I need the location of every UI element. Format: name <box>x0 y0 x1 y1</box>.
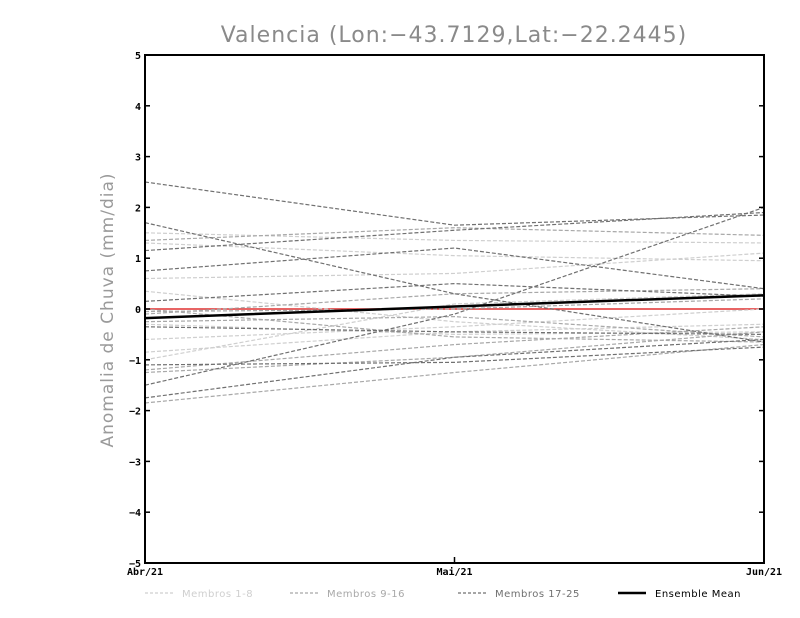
x-tick-label: Abr/21 <box>127 567 163 578</box>
series-layer <box>144 181 765 404</box>
series-line-m20 <box>144 247 765 290</box>
series-line-m04 <box>144 323 765 353</box>
series-line-m18 <box>144 222 765 343</box>
y-tick-label: −5 <box>129 559 141 570</box>
series-line-m11 <box>144 326 765 371</box>
axis-layer: −5 −4 −3 −2 −1 0 1 2 3 4 5 Abr/21 Mai/21 Jun/21 <box>127 51 782 578</box>
y-tick-label: −2 <box>129 407 141 418</box>
y-tick-label: −1 <box>129 356 141 367</box>
series-line-m06 <box>144 290 765 341</box>
x-tick-label: Mai/21 <box>436 566 472 578</box>
chart-title: Valencia (Lon:−43.7129,Lat:−22.2445) <box>221 23 688 48</box>
legend: Membros 1-8 Membros 9-16 Membros 17-25 Ense… <box>145 589 741 600</box>
y-tick-label: −4 <box>129 508 141 519</box>
y-tick-label: 1 <box>135 254 141 265</box>
y-tick-label: 3 <box>135 153 141 164</box>
x-tick-label: Jun/21 <box>746 567 782 578</box>
series-line-ensemble-mean <box>144 294 765 320</box>
legend-label-2: Membros 9-16 <box>327 589 405 600</box>
series-line-m09 <box>144 227 765 242</box>
series-line-m05 <box>144 293 765 361</box>
y-axis-label: Anomalia de Chuva (mm/dia) <box>98 172 118 447</box>
series-line-m19 <box>144 211 765 252</box>
series-line-m23 <box>144 346 765 366</box>
y-tick-label: 4 <box>135 102 141 113</box>
series-line-m10 <box>144 288 765 315</box>
y-tick-label: 0 <box>135 305 141 316</box>
series-line-m25 <box>144 282 765 302</box>
series-line-m08 <box>144 323 765 336</box>
legend-label-3: Membros 17-25 <box>495 589 580 600</box>
series-line-m14 <box>144 316 765 338</box>
y-tick-label: 2 <box>135 203 141 214</box>
series-line-m01 <box>144 232 765 244</box>
series-line-m16 <box>144 331 765 374</box>
series-line-m24 <box>144 326 765 335</box>
series-line-m21 <box>144 206 765 386</box>
y-tick-label: −3 <box>129 457 141 468</box>
series-line-m12 <box>144 343 765 404</box>
series-line-m03 <box>144 252 765 280</box>
legend-label-4: Ensemble Mean <box>655 589 741 600</box>
y-tick-label: 5 <box>135 51 141 62</box>
series-line-m13 <box>144 298 765 313</box>
series-line-m02 <box>144 242 765 262</box>
legend-label-1: Membros 1-8 <box>182 589 253 600</box>
series-line-m22 <box>144 338 765 399</box>
series-line-m17 <box>144 181 765 226</box>
series-line-m07 <box>144 308 765 341</box>
